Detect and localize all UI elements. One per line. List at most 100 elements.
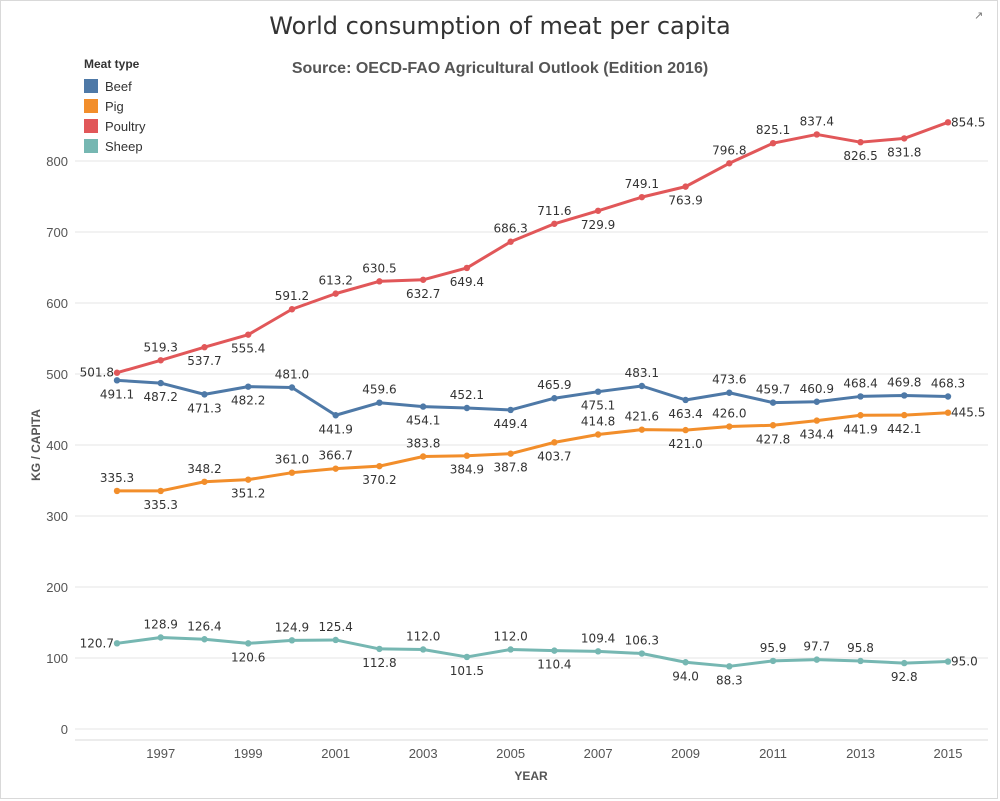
data-point-beef[interactable]: [376, 399, 383, 406]
data-point-sheep[interactable]: [157, 634, 164, 641]
data-point-beef[interactable]: [157, 379, 164, 387]
data-point-beef[interactable]: [507, 406, 514, 414]
data-point-poultry[interactable]: [682, 183, 689, 190]
data-point-poultry[interactable]: [201, 344, 208, 351]
data-point-pig[interactable]: [682, 426, 689, 434]
data-point-pig[interactable]: [157, 487, 164, 495]
data-point-beef[interactable]: [245, 383, 252, 390]
data-point-sheep[interactable]: [638, 650, 646, 657]
data-point-sheep[interactable]: [551, 647, 558, 654]
data-point-poultry[interactable]: [332, 290, 339, 297]
data-point-poultry[interactable]: [901, 135, 908, 142]
data-point-pig[interactable]: [507, 450, 514, 457]
data-point-poultry[interactable]: [726, 160, 733, 167]
data-point-sheep[interactable]: [463, 653, 471, 661]
data-point-poultry[interactable]: [507, 238, 514, 245]
data-point-pig[interactable]: [288, 469, 296, 476]
data-point-poultry[interactable]: [463, 264, 471, 272]
data-point-poultry[interactable]: [157, 357, 164, 364]
data-label-poultry: 501.8: [80, 366, 114, 380]
data-point-pig[interactable]: [551, 439, 558, 446]
data-point-sheep[interactable]: [201, 636, 208, 643]
data-point-beef[interactable]: [901, 392, 908, 399]
data-point-pig[interactable]: [638, 426, 646, 433]
legend-item-beef[interactable]: Beef: [84, 76, 145, 96]
data-label-sheep: 92.8: [891, 670, 918, 684]
data-point-poultry[interactable]: [944, 119, 952, 126]
expand-icon[interactable]: ↗: [974, 9, 984, 22]
data-point-pig[interactable]: [463, 452, 471, 459]
data-point-pig[interactable]: [376, 462, 383, 470]
series-line-pig: [117, 411, 949, 493]
data-point-beef[interactable]: [201, 391, 208, 398]
data-point-beef[interactable]: [682, 396, 689, 404]
data-label-beef: 449.4: [493, 417, 527, 431]
data-point-beef[interactable]: [594, 388, 602, 395]
data-point-beef[interactable]: [944, 393, 952, 400]
data-point-sheep[interactable]: [332, 636, 339, 644]
data-point-beef[interactable]: [769, 399, 777, 406]
data-point-poultry[interactable]: [551, 220, 558, 227]
data-label-pig: 403.7: [537, 449, 571, 463]
data-label-sheep: 125.4: [319, 620, 353, 634]
data-point-pig[interactable]: [901, 411, 908, 419]
legend-item-poultry[interactable]: Poultry: [84, 116, 145, 136]
data-point-beef[interactable]: [332, 412, 339, 419]
data-point-sheep[interactable]: [682, 659, 689, 666]
data-point-sheep[interactable]: [245, 640, 252, 647]
data-point-poultry[interactable]: [419, 276, 427, 283]
data-point-sheep[interactable]: [857, 657, 864, 665]
data-point-pig[interactable]: [944, 409, 952, 416]
data-point-poultry[interactable]: [288, 306, 296, 313]
data-point-poultry[interactable]: [113, 369, 121, 376]
data-point-sheep[interactable]: [288, 637, 296, 644]
data-label-pig: 421.0: [668, 437, 702, 451]
data-label-sheep: 124.9: [275, 620, 309, 634]
data-point-pig[interactable]: [332, 465, 339, 472]
data-point-sheep[interactable]: [813, 656, 820, 663]
data-label-poultry: 796.8: [712, 143, 746, 157]
data-point-pig[interactable]: [113, 487, 121, 495]
data-point-pig[interactable]: [245, 476, 252, 483]
data-point-beef[interactable]: [288, 384, 296, 391]
data-point-poultry[interactable]: [245, 331, 252, 338]
data-point-beef[interactable]: [638, 382, 646, 390]
data-point-beef[interactable]: [419, 403, 427, 410]
data-point-poultry[interactable]: [594, 207, 602, 214]
data-point-pig[interactable]: [594, 431, 602, 438]
legend-item-pig[interactable]: Pig: [84, 96, 145, 116]
data-point-sheep[interactable]: [901, 659, 908, 667]
data-point-pig[interactable]: [726, 423, 733, 430]
data-point-pig[interactable]: [857, 412, 864, 419]
data-point-poultry[interactable]: [376, 278, 383, 285]
data-point-sheep[interactable]: [113, 640, 121, 647]
data-point-sheep[interactable]: [507, 646, 514, 653]
data-point-poultry[interactable]: [813, 131, 820, 138]
data-point-beef[interactable]: [813, 398, 820, 405]
data-label-sheep: 88.3: [716, 673, 743, 687]
data-point-poultry[interactable]: [769, 139, 777, 147]
data-point-pig[interactable]: [201, 478, 208, 485]
data-point-sheep[interactable]: [944, 658, 952, 665]
data-point-beef[interactable]: [463, 404, 471, 412]
data-point-pig[interactable]: [769, 422, 777, 429]
data-point-sheep[interactable]: [376, 645, 383, 653]
data-point-beef[interactable]: [726, 389, 733, 396]
data-point-beef[interactable]: [857, 393, 864, 400]
data-point-poultry[interactable]: [857, 138, 864, 146]
data-point-pig[interactable]: [419, 453, 427, 460]
data-point-beef[interactable]: [551, 395, 558, 402]
data-point-sheep[interactable]: [594, 648, 602, 655]
data-label-pig: 348.2: [187, 462, 221, 476]
data-point-beef[interactable]: [113, 377, 121, 384]
data-point-sheep[interactable]: [726, 663, 733, 670]
data-point-sheep[interactable]: [419, 646, 427, 653]
data-point-pig[interactable]: [813, 417, 820, 424]
data-label-sheep: 112.0: [493, 629, 527, 643]
x-tick-label: 2009: [671, 746, 700, 761]
data-point-poultry[interactable]: [638, 193, 646, 201]
legend-item-sheep[interactable]: Sheep: [84, 136, 145, 156]
data-label-beef: 468.4: [843, 376, 877, 390]
data-label-beef: 481.0: [275, 367, 309, 381]
data-point-sheep[interactable]: [769, 657, 777, 665]
